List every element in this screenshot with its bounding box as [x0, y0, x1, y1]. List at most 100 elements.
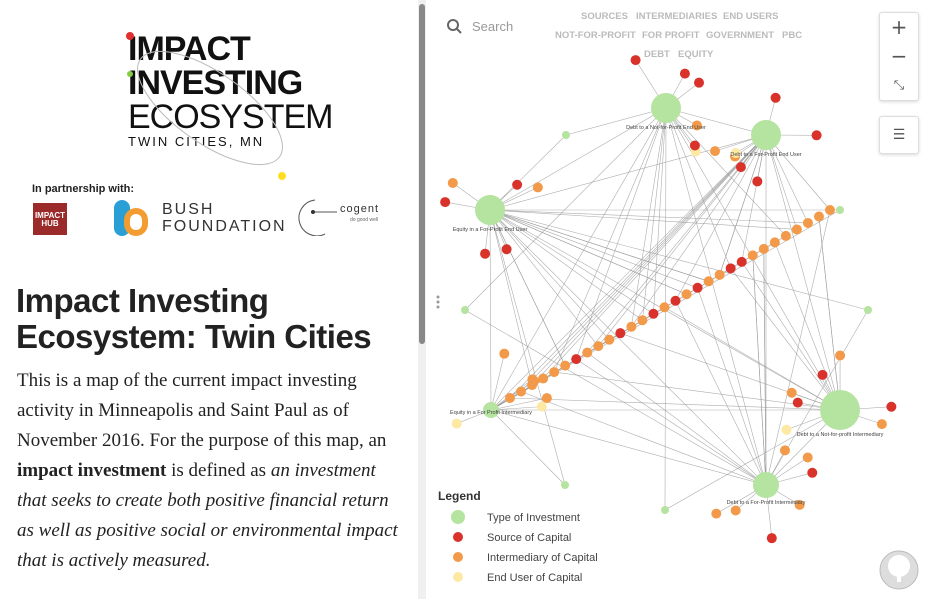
node-dot[interactable] — [836, 206, 844, 214]
node-dot[interactable] — [779, 445, 790, 456]
node-dot[interactable] — [786, 387, 797, 398]
node-dot[interactable] — [758, 243, 769, 254]
node-dot[interactable] — [648, 308, 659, 319]
node-dot[interactable] — [626, 321, 637, 332]
scroll-thumb[interactable] — [419, 4, 425, 344]
hub-node[interactable] — [751, 120, 781, 150]
node-dot[interactable] — [752, 176, 763, 187]
node-dot[interactable] — [813, 211, 824, 222]
node-dot[interactable] — [549, 367, 560, 378]
node-dot[interactable] — [725, 263, 736, 274]
node-dot[interactable] — [538, 373, 549, 384]
node-dot[interactable] — [770, 92, 781, 103]
node-dot[interactable] — [541, 393, 552, 404]
node-dot[interactable] — [791, 224, 802, 235]
legend-label: Intermediary of Capital — [487, 552, 598, 564]
zoom-in[interactable]: + — [890, 15, 908, 39]
node-dot[interactable] — [781, 424, 792, 435]
node-dot[interactable] — [766, 533, 777, 544]
cogent-logo[interactable]: cogent — [340, 203, 380, 215]
node-dot[interactable] — [703, 276, 714, 287]
hub-node[interactable] — [753, 472, 779, 498]
node-dot[interactable] — [440, 197, 451, 208]
node-dot[interactable] — [730, 148, 741, 159]
filter-tag[interactable]: NOT-FOR-PROFIT — [555, 30, 636, 41]
node-dot[interactable] — [571, 354, 582, 365]
node-dot[interactable] — [505, 393, 515, 403]
filter-tag[interactable]: SOURCES — [581, 11, 628, 22]
node-dot[interactable] — [637, 315, 648, 326]
settings-button[interactable]: ☰ — [892, 127, 906, 143]
hub-node[interactable] — [651, 93, 681, 123]
edge — [490, 353, 505, 411]
hub-node[interactable] — [820, 390, 860, 430]
impact-hub-logo[interactable]: IMPACT HUB — [33, 203, 67, 235]
node-dot[interactable] — [532, 182, 543, 193]
node-dot[interactable] — [582, 347, 593, 358]
fit-button[interactable]: ⤡ — [893, 78, 905, 93]
node-dot[interactable] — [864, 306, 872, 314]
node-dot[interactable] — [679, 68, 690, 79]
node-dot[interactable] — [499, 348, 510, 359]
zoom-out[interactable]: − — [890, 44, 908, 68]
node-dot[interactable] — [561, 481, 569, 489]
node-dot[interactable] — [512, 179, 523, 190]
node-dot[interactable] — [714, 269, 725, 280]
node-dot[interactable] — [825, 205, 835, 215]
node-dot[interactable] — [876, 419, 887, 430]
node-dot[interactable] — [735, 162, 746, 173]
node-dot[interactable] — [604, 334, 615, 345]
filter-tag[interactable]: FOR PROFIT — [642, 30, 700, 41]
hub-node[interactable] — [475, 195, 505, 225]
node-dot[interactable] — [689, 140, 700, 151]
node-dot[interactable] — [792, 397, 803, 408]
filter-tag[interactable]: DEBT — [644, 49, 670, 60]
node-dot[interactable] — [501, 244, 512, 255]
node-dot[interactable] — [516, 386, 527, 397]
node-dot[interactable] — [560, 360, 571, 371]
node-dot[interactable] — [692, 282, 703, 293]
node-dot[interactable] — [817, 369, 828, 380]
node-dot[interactable] — [681, 289, 692, 300]
node-dot[interactable] — [736, 256, 747, 267]
filter-tag[interactable]: INTERMEDIARIES — [636, 11, 717, 22]
node-dot[interactable] — [562, 131, 570, 139]
scrollbar[interactable] — [418, 0, 426, 599]
node-dot[interactable] — [659, 302, 670, 313]
node-dot[interactable] — [670, 295, 681, 306]
node-dot[interactable] — [691, 120, 702, 131]
node-dot[interactable] — [447, 177, 458, 188]
hub-node[interactable] — [483, 402, 499, 418]
node-dot[interactable] — [451, 418, 462, 429]
node-dot[interactable] — [780, 230, 791, 241]
node-dot[interactable] — [811, 130, 822, 141]
node-dot[interactable] — [711, 508, 722, 519]
node-dot[interactable] — [630, 55, 641, 66]
bush-logo[interactable]: BUSH FOUNDATION — [162, 201, 287, 235]
node-dot[interactable] — [661, 506, 669, 514]
node-dot[interactable] — [886, 401, 897, 412]
node-dot[interactable] — [730, 505, 741, 516]
node-dot[interactable] — [527, 380, 538, 391]
node-dot[interactable] — [480, 248, 491, 259]
node-dot[interactable] — [461, 306, 469, 314]
node-dot[interactable] — [769, 237, 780, 248]
filter-tag[interactable]: GOVERNMENT — [706, 30, 774, 41]
node-dot[interactable] — [694, 77, 705, 88]
edge — [490, 406, 542, 411]
search-input[interactable]: Search — [472, 19, 513, 34]
node-dot[interactable] — [710, 146, 721, 157]
node-dot[interactable] — [807, 467, 818, 478]
node-dot[interactable] — [802, 217, 813, 228]
node-dot[interactable] — [802, 452, 813, 463]
filter-tag[interactable]: PBC — [782, 30, 802, 41]
node-dot[interactable] — [536, 401, 547, 412]
node-dot[interactable] — [794, 499, 805, 510]
node-dot[interactable] — [747, 250, 758, 261]
node-dot[interactable] — [835, 350, 846, 361]
logo: IMPACT INVESTING ECOSYSTEM TWIN CITIES, … — [128, 32, 333, 150]
filter-tag[interactable]: END USERS — [723, 11, 778, 22]
node-dot[interactable] — [593, 341, 604, 352]
filter-tag[interactable]: EQUITY — [678, 49, 714, 60]
node-dot[interactable] — [615, 328, 626, 339]
